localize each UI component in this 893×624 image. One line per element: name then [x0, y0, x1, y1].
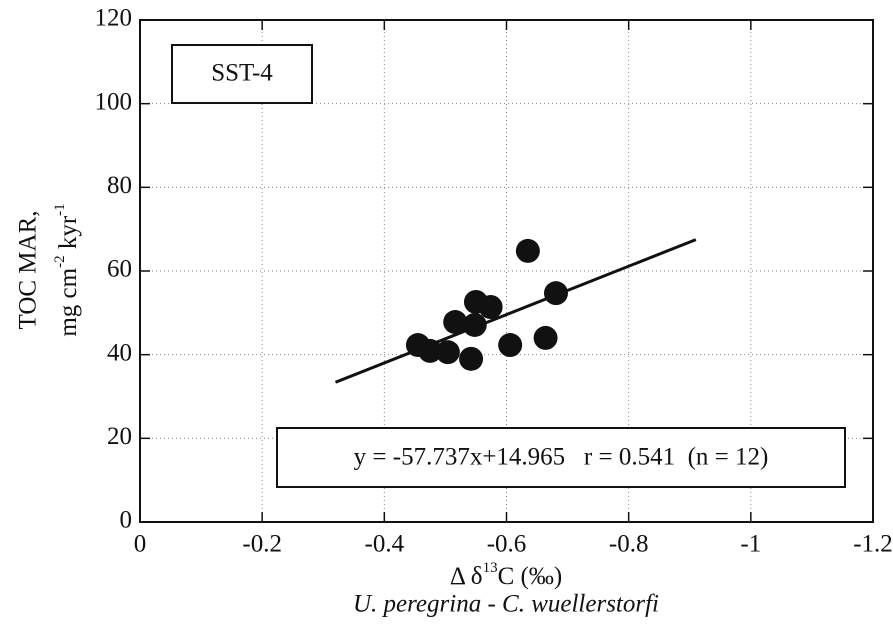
x-label-part: C (‰) [498, 563, 563, 590]
equation-box [276, 427, 846, 488]
x-tick-label: -0.6 [487, 531, 527, 558]
data-point [459, 346, 484, 371]
x-tick-label: -0.8 [609, 531, 649, 558]
y-tick-label: 120 [95, 5, 133, 32]
y-tick-label: 80 [107, 172, 132, 199]
x-label-sup: 13 [483, 560, 498, 576]
data-point [463, 289, 488, 314]
x-label-part: Δ δ [450, 563, 483, 590]
equation-text: y = -57.737x+14.965 r = 0.541 (n = 12) [354, 444, 769, 471]
data-point [515, 238, 540, 263]
y-tick-label: 60 [107, 256, 132, 283]
data-point [418, 338, 443, 363]
x-tick-label: -0.4 [365, 531, 405, 558]
data-point [498, 333, 523, 358]
y-label-sup: -2 [52, 255, 68, 268]
data-point [443, 310, 468, 335]
x-tick-label: -0.2 [242, 531, 282, 558]
y-label-part: kyr [55, 215, 82, 255]
data-point [543, 281, 568, 306]
data-point [462, 312, 487, 337]
y-tick-label: 100 [95, 88, 133, 115]
data-point [533, 325, 558, 350]
fit-line [334, 238, 697, 384]
y-axis-label: TOC MAR, [15, 210, 42, 329]
plot-frame [139, 19, 874, 523]
y-axis-label: mg cm-2 kyr-1 [52, 203, 81, 336]
x-tick-label: 0 [134, 531, 147, 558]
y-tick-label: 0 [120, 507, 133, 534]
y-label-sup: -1 [52, 203, 68, 216]
x-axis-label: Δ δ13C (‰) [450, 560, 562, 589]
y-label-part: mg cm [55, 267, 82, 336]
data-point [435, 340, 460, 365]
y-tick-label: 40 [107, 339, 132, 366]
x-tick-label: -1 [740, 531, 761, 558]
x-tick-label: -1.2 [853, 531, 893, 558]
label-box-text: SST-4 [211, 60, 273, 87]
label-box [171, 44, 313, 104]
x-axis-sublabel: U. peregrina - C. wuellerstorfi [353, 591, 659, 618]
y-tick-label: 20 [107, 423, 132, 450]
